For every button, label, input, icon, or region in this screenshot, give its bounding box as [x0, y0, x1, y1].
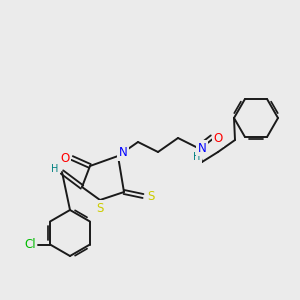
- Text: S: S: [96, 202, 104, 214]
- Text: O: O: [213, 133, 223, 146]
- Text: N: N: [118, 146, 127, 160]
- Text: S: S: [147, 190, 155, 202]
- Text: H: H: [51, 164, 59, 174]
- Text: H: H: [193, 152, 201, 162]
- Text: N: N: [198, 142, 206, 154]
- Text: Cl: Cl: [24, 238, 36, 251]
- Text: O: O: [60, 152, 70, 164]
